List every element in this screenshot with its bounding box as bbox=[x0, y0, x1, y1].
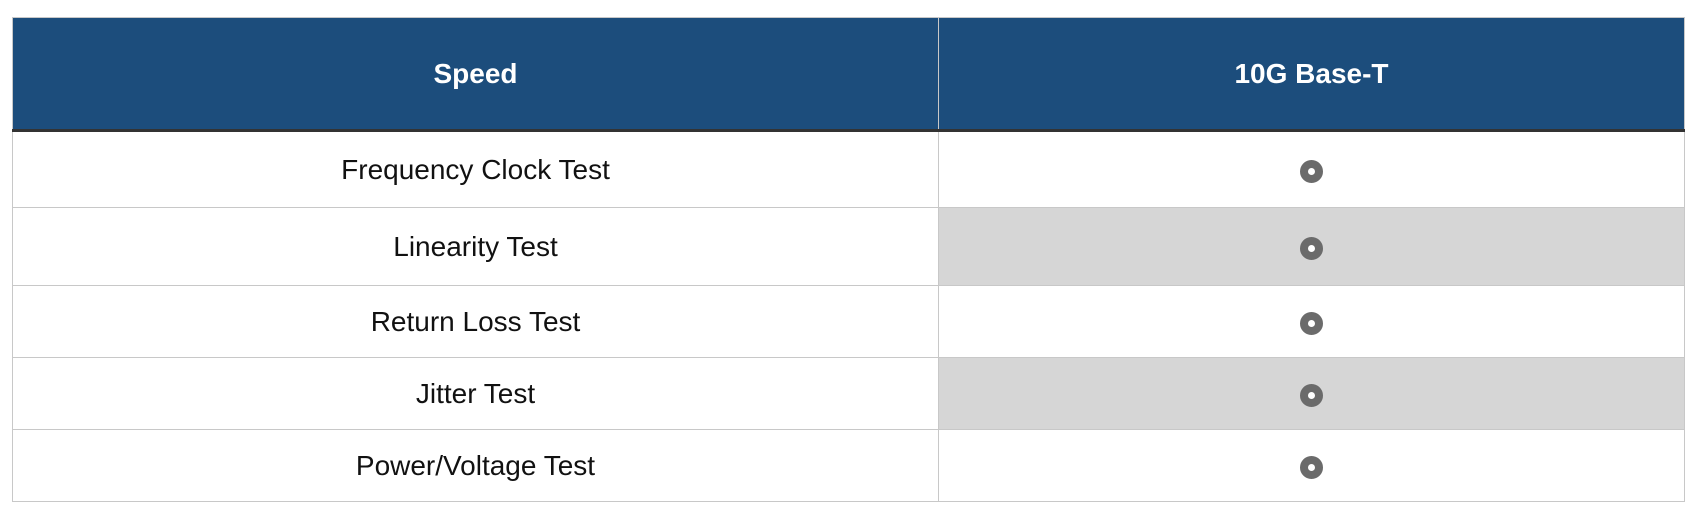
test-name: Return Loss Test bbox=[12, 285, 939, 358]
test-name: Jitter Test bbox=[12, 357, 939, 430]
circle-dot-icon bbox=[1300, 455, 1323, 479]
support-cell bbox=[938, 429, 1685, 502]
circle-dot-icon bbox=[1300, 311, 1323, 335]
support-cell bbox=[938, 207, 1685, 286]
header-speed: Speed bbox=[12, 17, 939, 132]
header-10g-base-t: 10G Base-T bbox=[938, 17, 1685, 132]
test-name: Power/Voltage Test bbox=[12, 429, 939, 502]
table-row: Frequency Clock Test bbox=[12, 130, 1685, 208]
test-name: Linearity Test bbox=[12, 207, 939, 286]
circle-dot-icon bbox=[1300, 236, 1323, 260]
header-row: Speed 10G Base-T bbox=[12, 17, 1685, 132]
table-row: Linearity Test bbox=[12, 207, 1685, 286]
table-row: Return Loss Test bbox=[12, 285, 1685, 358]
support-cell bbox=[938, 357, 1685, 430]
support-cell bbox=[938, 130, 1685, 208]
support-cell bbox=[938, 285, 1685, 358]
table-row: Jitter Test bbox=[12, 357, 1685, 430]
test-support-table: Speed 10G Base-T Frequency Clock Test Li… bbox=[12, 17, 1685, 502]
table-row: Power/Voltage Test bbox=[12, 429, 1685, 502]
test-name: Frequency Clock Test bbox=[12, 130, 939, 208]
circle-dot-icon bbox=[1300, 383, 1323, 407]
circle-dot-icon bbox=[1300, 159, 1323, 183]
